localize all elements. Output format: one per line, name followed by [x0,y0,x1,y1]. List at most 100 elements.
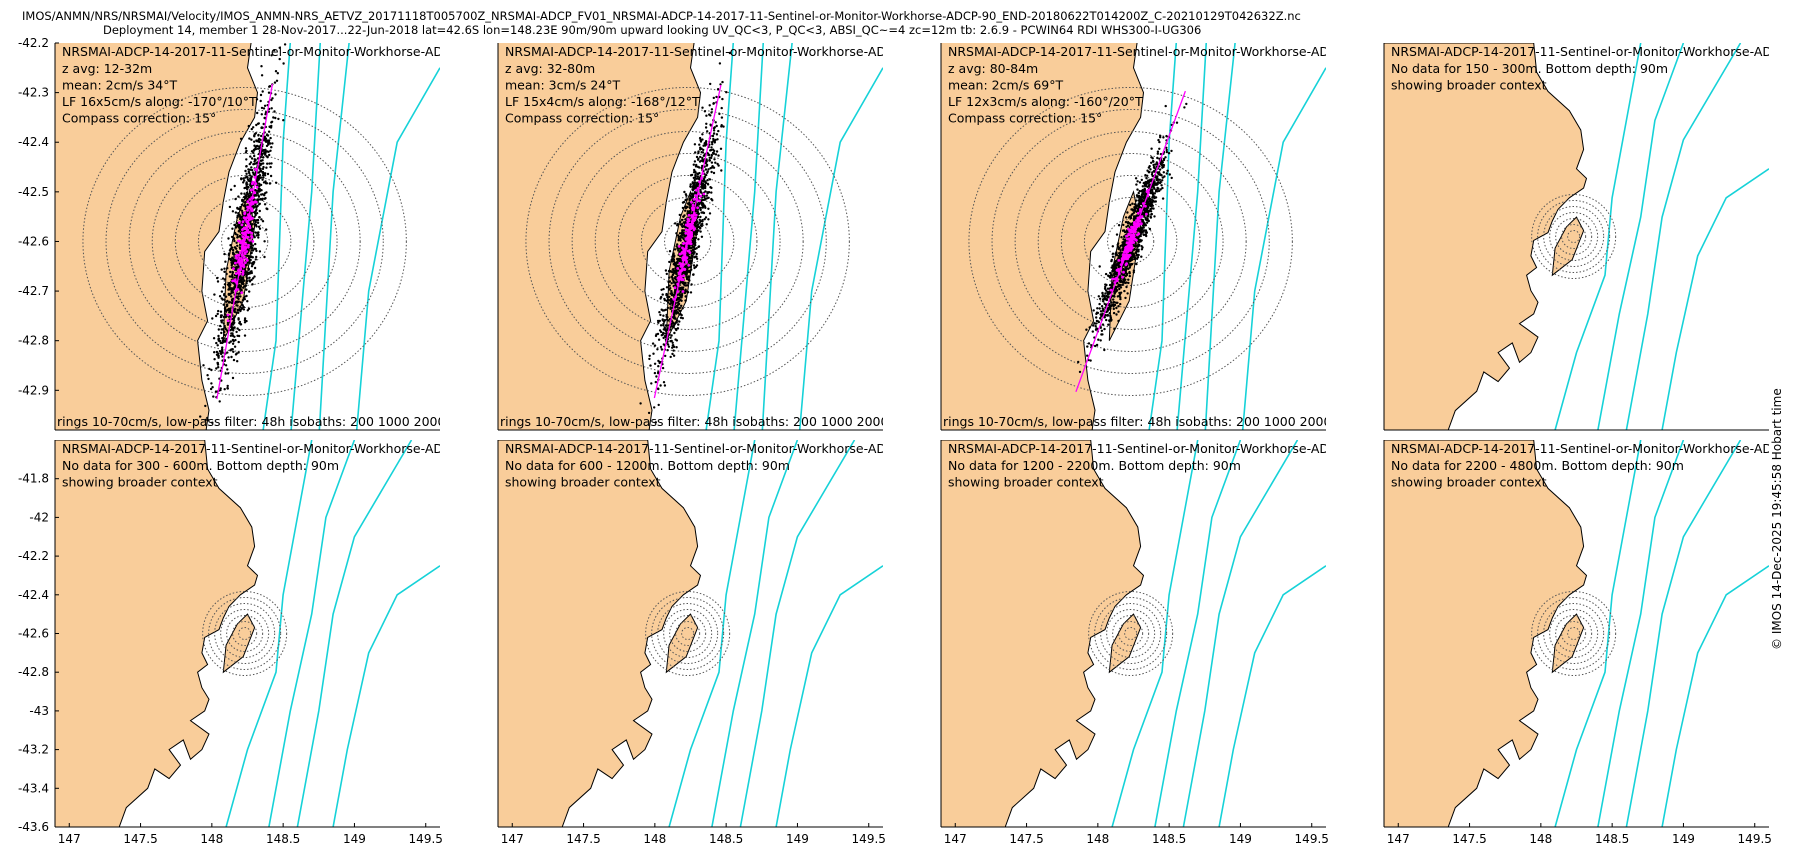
velocity-point [706,179,709,182]
velocity-point [1098,307,1101,310]
velocity-point [1134,251,1137,254]
velocity-point [240,192,243,195]
velocity-point [650,382,653,385]
panel-1: -42.2-42.3-42.4-42.5-42.6-42.7-42.8-42.9… [18,36,440,431]
speed-ring [1561,621,1587,646]
lowpass-point [1145,212,1148,216]
velocity-point [231,256,234,259]
velocity-point [220,297,223,300]
velocity-point [243,186,246,190]
velocity-point [226,267,229,270]
velocity-point [247,194,250,197]
velocity-point [239,301,242,304]
y-tick-label: -43.2 [18,743,49,757]
velocity-point [1118,247,1121,250]
velocity-point [218,295,222,298]
velocity-point [1097,338,1100,341]
lowpass-point [672,297,676,301]
velocity-point [1105,318,1108,322]
velocity-point [701,164,704,168]
velocity-point [239,295,242,298]
velocity-point [699,208,702,212]
velocity-scatter [199,43,287,424]
velocity-point [223,333,226,337]
speed-ring [1561,224,1587,249]
velocity-point [679,220,682,224]
velocity-point [679,294,682,297]
velocity-point [224,372,227,375]
velocity-point [231,376,235,380]
velocity-point [653,362,657,365]
velocity-point [1100,329,1104,332]
velocity-point [686,212,689,215]
velocity-point [224,295,228,298]
velocity-point [250,168,254,172]
velocity-point [673,315,676,318]
velocity-point [254,158,257,162]
velocity-point [663,384,667,387]
velocity-point [683,214,686,217]
velocity-point [220,290,224,293]
velocity-point [693,143,697,146]
velocity-point [673,248,677,251]
velocity-point [227,301,231,304]
velocity-point [1102,300,1105,303]
velocity-point [669,292,672,295]
velocity-point [1108,319,1111,322]
velocity-point [718,112,721,116]
lowpass-point [681,290,685,293]
isobath-line [1182,440,1299,827]
velocity-point [668,284,671,287]
velocity-point [1122,223,1125,227]
velocity-point [1127,281,1130,285]
velocity-point [223,278,227,281]
velocity-point [266,207,269,211]
velocity-point [1138,206,1142,209]
velocity-point [1142,215,1146,218]
panel-8: 147 147.5 148 148.5 149 149.5NRSMAI-ADCP-14-2… [1383,440,1772,846]
velocity-point [1131,212,1134,216]
velocity-point [688,194,692,197]
velocity-point [697,201,701,204]
lowpass-point [1128,229,1132,233]
panel-info-line: No data for 1200 - 2200m. Bottom depth: … [948,458,1241,473]
velocity-point [1146,215,1149,218]
velocity-point [669,355,672,359]
velocity-point [655,375,658,378]
velocity-point [695,163,698,167]
velocity-point [1124,220,1128,224]
velocity-point [264,113,267,116]
panel-3: NRSMAI-ADCP-14-2017-11-Sentinel-or-Monit… [940,43,1326,431]
speed-ring [1100,603,1162,664]
velocity-point [639,402,642,405]
velocity-point [261,178,264,181]
velocity-point [705,114,708,117]
velocity-point [1151,157,1154,160]
velocity-point [665,324,669,327]
isobath-line [1241,67,1326,430]
velocity-point [250,175,253,178]
velocity-point [1151,159,1155,163]
velocity-point [677,297,680,300]
velocity-point [694,247,697,251]
velocity-point [1109,271,1112,275]
velocity-point [1170,149,1173,153]
velocity-point [668,280,672,283]
velocity-point [267,130,271,133]
velocity-point [242,181,245,184]
lowpass-point [690,231,693,234]
velocity-point [1121,283,1125,286]
velocity-point [703,142,707,145]
panel-info-line: mean: 2cm/s 34°T [62,78,177,93]
velocity-point [668,276,671,279]
velocity-point [1094,344,1097,348]
velocity-point [215,341,218,345]
velocity-point [662,331,665,335]
velocity-point [1127,278,1130,281]
velocity-point [665,315,668,318]
velocity-point [1115,285,1118,289]
velocity-point [1158,140,1161,144]
velocity-point [671,341,674,344]
velocity-point [1140,178,1144,182]
velocity-point [713,141,716,144]
